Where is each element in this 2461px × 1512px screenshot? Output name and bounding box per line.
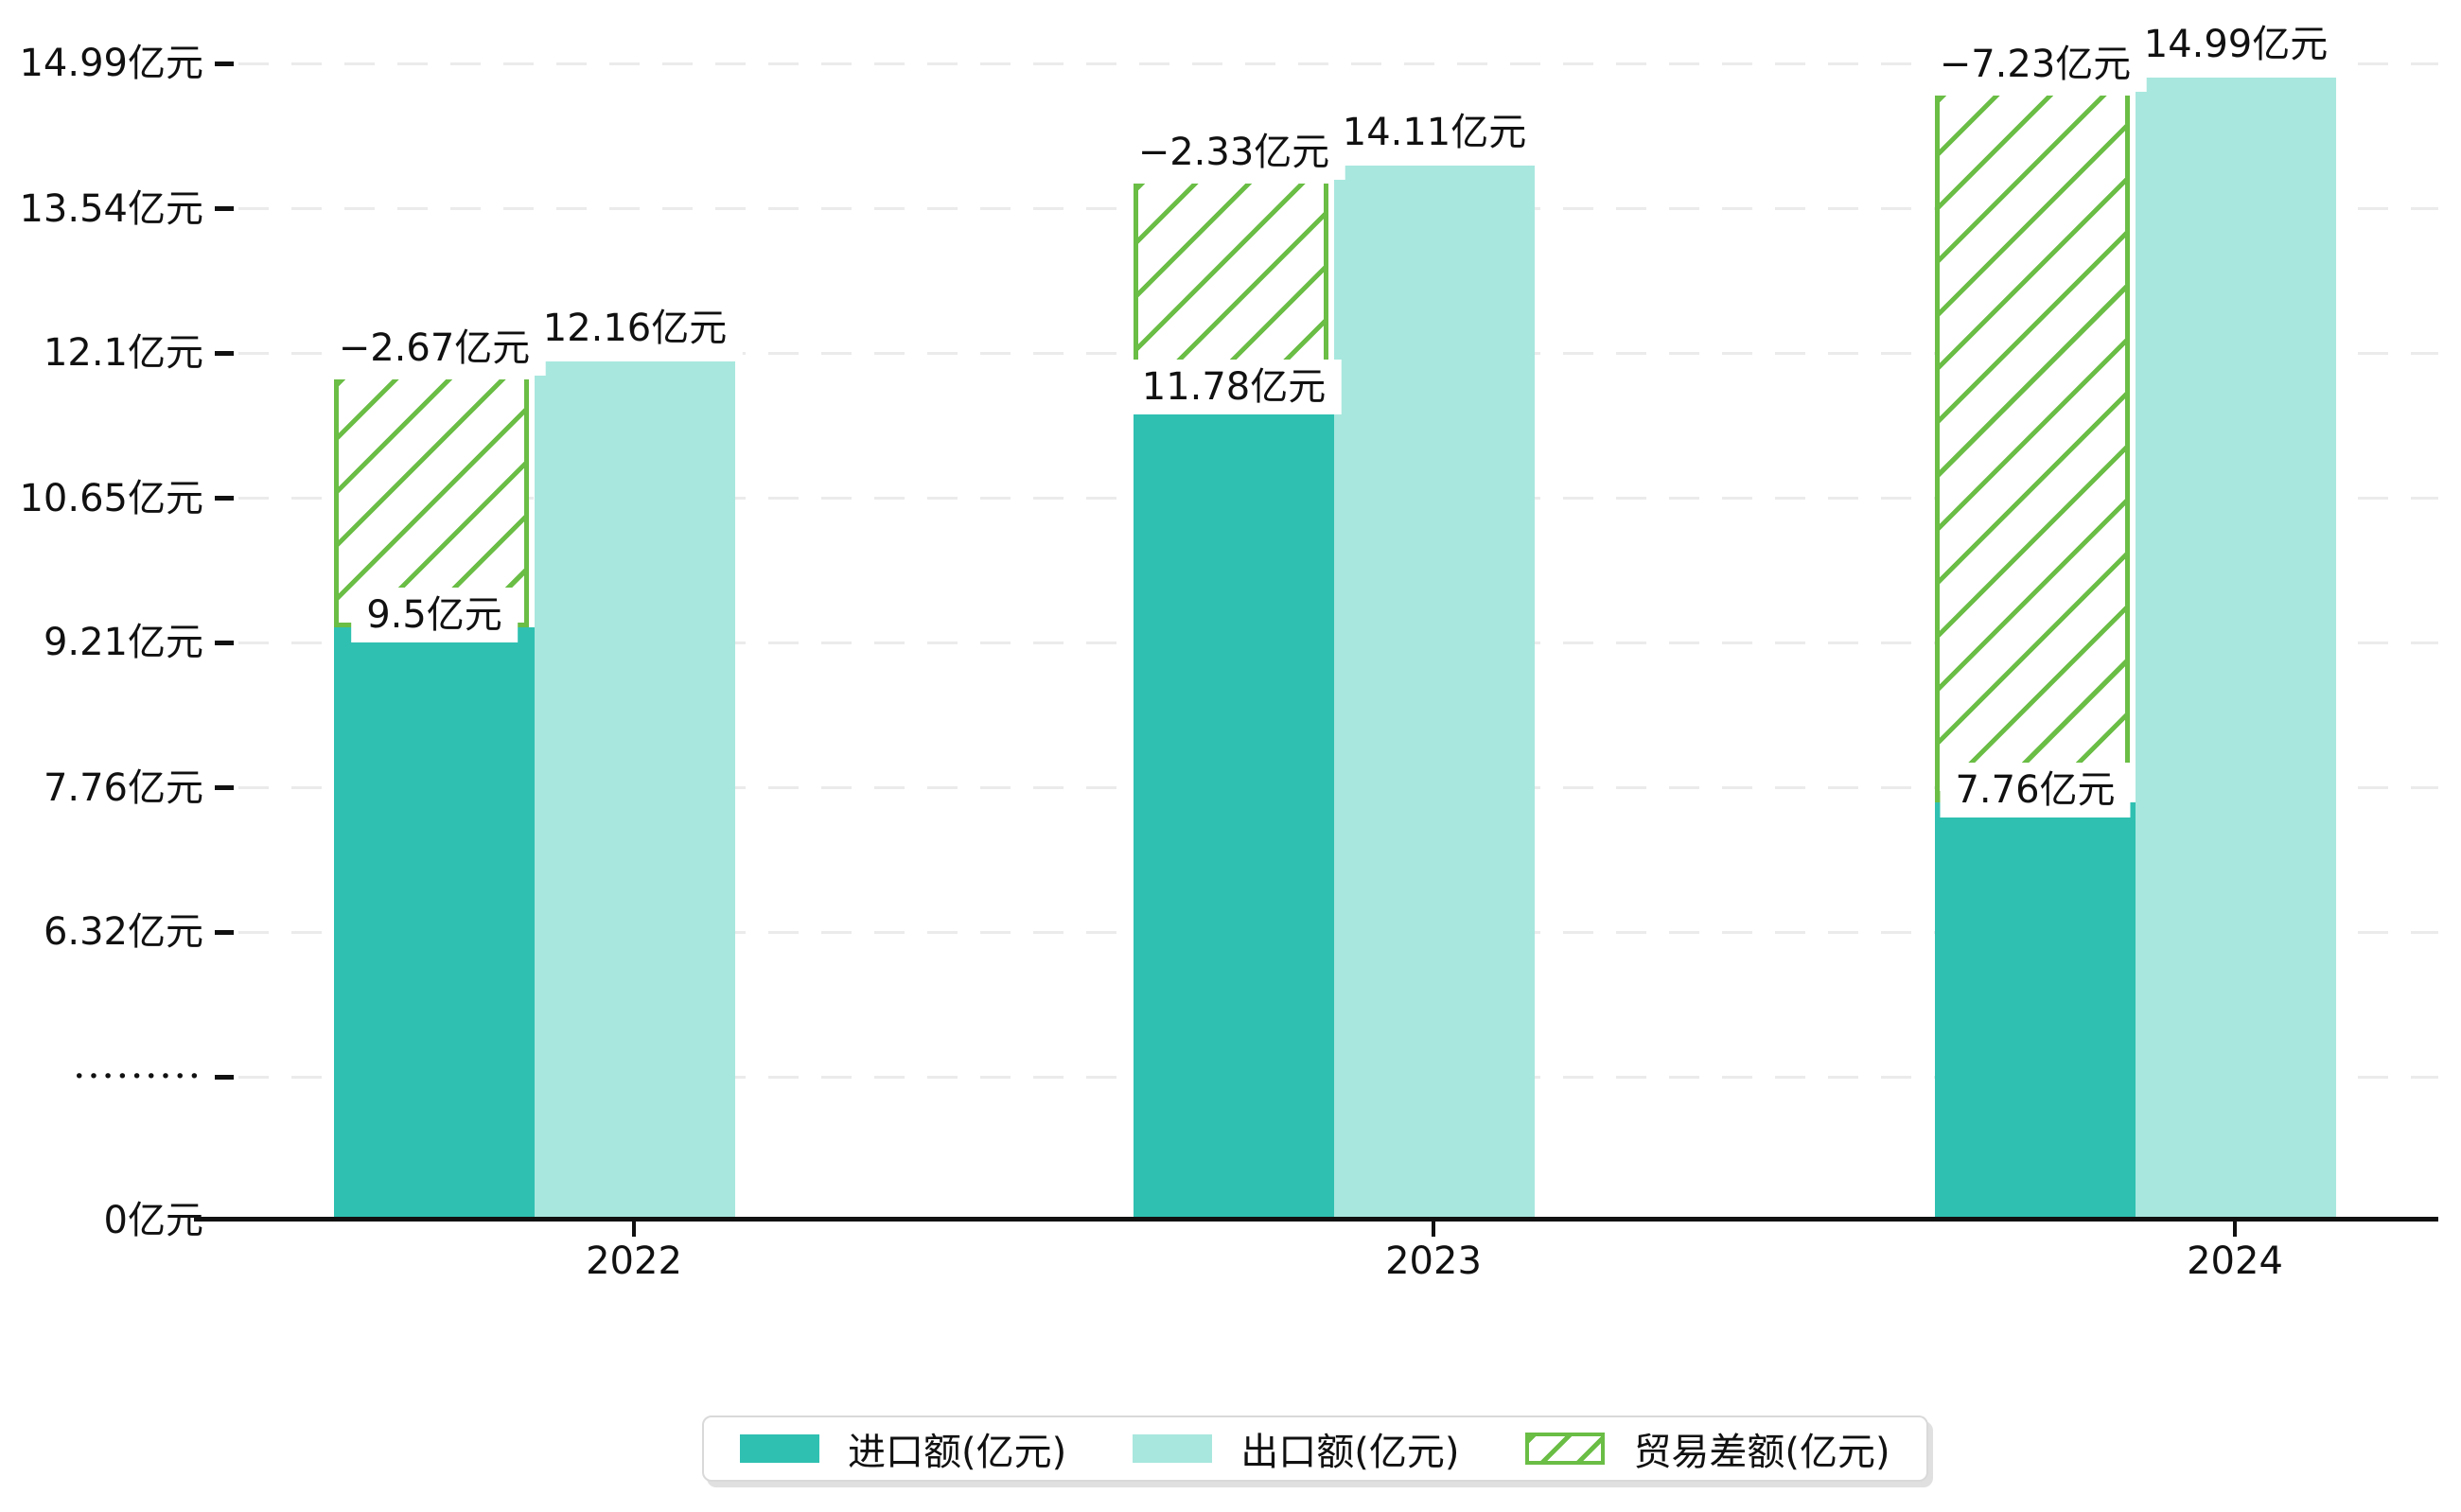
import-bar bbox=[334, 627, 535, 1221]
deficit-value-label: −2.67亿元 bbox=[323, 320, 546, 376]
x-tick-mark bbox=[2233, 1222, 2237, 1237]
y-tick-label: 9.21亿元 bbox=[43, 621, 203, 664]
legend-hatched-swatch bbox=[1525, 1433, 1606, 1465]
x-tick-mark bbox=[632, 1222, 636, 1237]
x-tick-label: 2023 bbox=[1385, 1239, 1482, 1283]
y-tick-mark bbox=[215, 350, 234, 356]
gridline bbox=[238, 62, 2438, 65]
export-value-label: 14.99亿元 bbox=[2128, 17, 2344, 72]
legend-label: 贸易差额(亿元) bbox=[1633, 1431, 1890, 1474]
legend-item: 进口额(亿元) bbox=[740, 1421, 1066, 1476]
trade-deficit-hatch-bar bbox=[334, 378, 529, 628]
y-tick-label: 0亿元 bbox=[103, 1199, 203, 1242]
y-tick-label: 12.1亿元 bbox=[43, 331, 203, 375]
legend-color-swatch bbox=[740, 1434, 819, 1463]
import-value-label: 11.78亿元 bbox=[1126, 359, 1342, 414]
legend-label: 进口额(亿元) bbox=[848, 1431, 1067, 1474]
y-tick-mark bbox=[215, 640, 234, 645]
import-value-label: 7.76亿元 bbox=[1940, 762, 2131, 818]
y-tick-label-axis-break: ••••••••• bbox=[74, 1066, 203, 1087]
y-tick-mark bbox=[215, 206, 234, 212]
y-tick-mark bbox=[215, 929, 234, 935]
y-tick-label: 14.99亿元 bbox=[19, 42, 203, 85]
y-tick-label: 7.76亿元 bbox=[43, 765, 203, 810]
legend: 进口额(亿元) 出口额(亿元) 贸易差额(亿元) bbox=[702, 1415, 1928, 1482]
x-tick-label: 2022 bbox=[586, 1239, 682, 1283]
x-tick-label: 2024 bbox=[2187, 1239, 2283, 1283]
deficit-value-label: −7.23亿元 bbox=[1924, 37, 2147, 92]
legend-item: 出口额(亿元) bbox=[1133, 1421, 1459, 1476]
legend-item: 贸易差额(亿元) bbox=[1525, 1421, 1890, 1476]
trade-deficit-hatch-bar bbox=[1935, 96, 2130, 802]
export-value-label: 14.11亿元 bbox=[1327, 105, 1542, 161]
export-bar bbox=[1334, 166, 1535, 1221]
export-value-label: 12.16亿元 bbox=[527, 300, 743, 356]
import-bar bbox=[1935, 801, 2136, 1221]
y-tick-mark bbox=[215, 496, 234, 501]
export-bar bbox=[535, 360, 735, 1221]
x-tick-mark bbox=[1432, 1222, 1435, 1237]
y-tick-mark bbox=[215, 61, 234, 66]
y-tick-label: 10.65亿元 bbox=[19, 476, 203, 520]
y-tick-mark bbox=[215, 1074, 234, 1080]
deficit-value-label: −2.33亿元 bbox=[1122, 125, 1345, 181]
export-bar bbox=[2136, 78, 2336, 1221]
y-tick-mark bbox=[215, 785, 234, 791]
import-bar bbox=[1134, 398, 1334, 1221]
y-tick-label: 13.54亿元 bbox=[19, 186, 203, 231]
y-tick-label: 6.32亿元 bbox=[43, 910, 203, 954]
legend-label: 出口额(亿元) bbox=[1240, 1431, 1460, 1474]
legend-color-swatch bbox=[1133, 1434, 1213, 1463]
x-axis-line bbox=[194, 1217, 2438, 1222]
import-value-label: 9.5亿元 bbox=[351, 588, 518, 643]
